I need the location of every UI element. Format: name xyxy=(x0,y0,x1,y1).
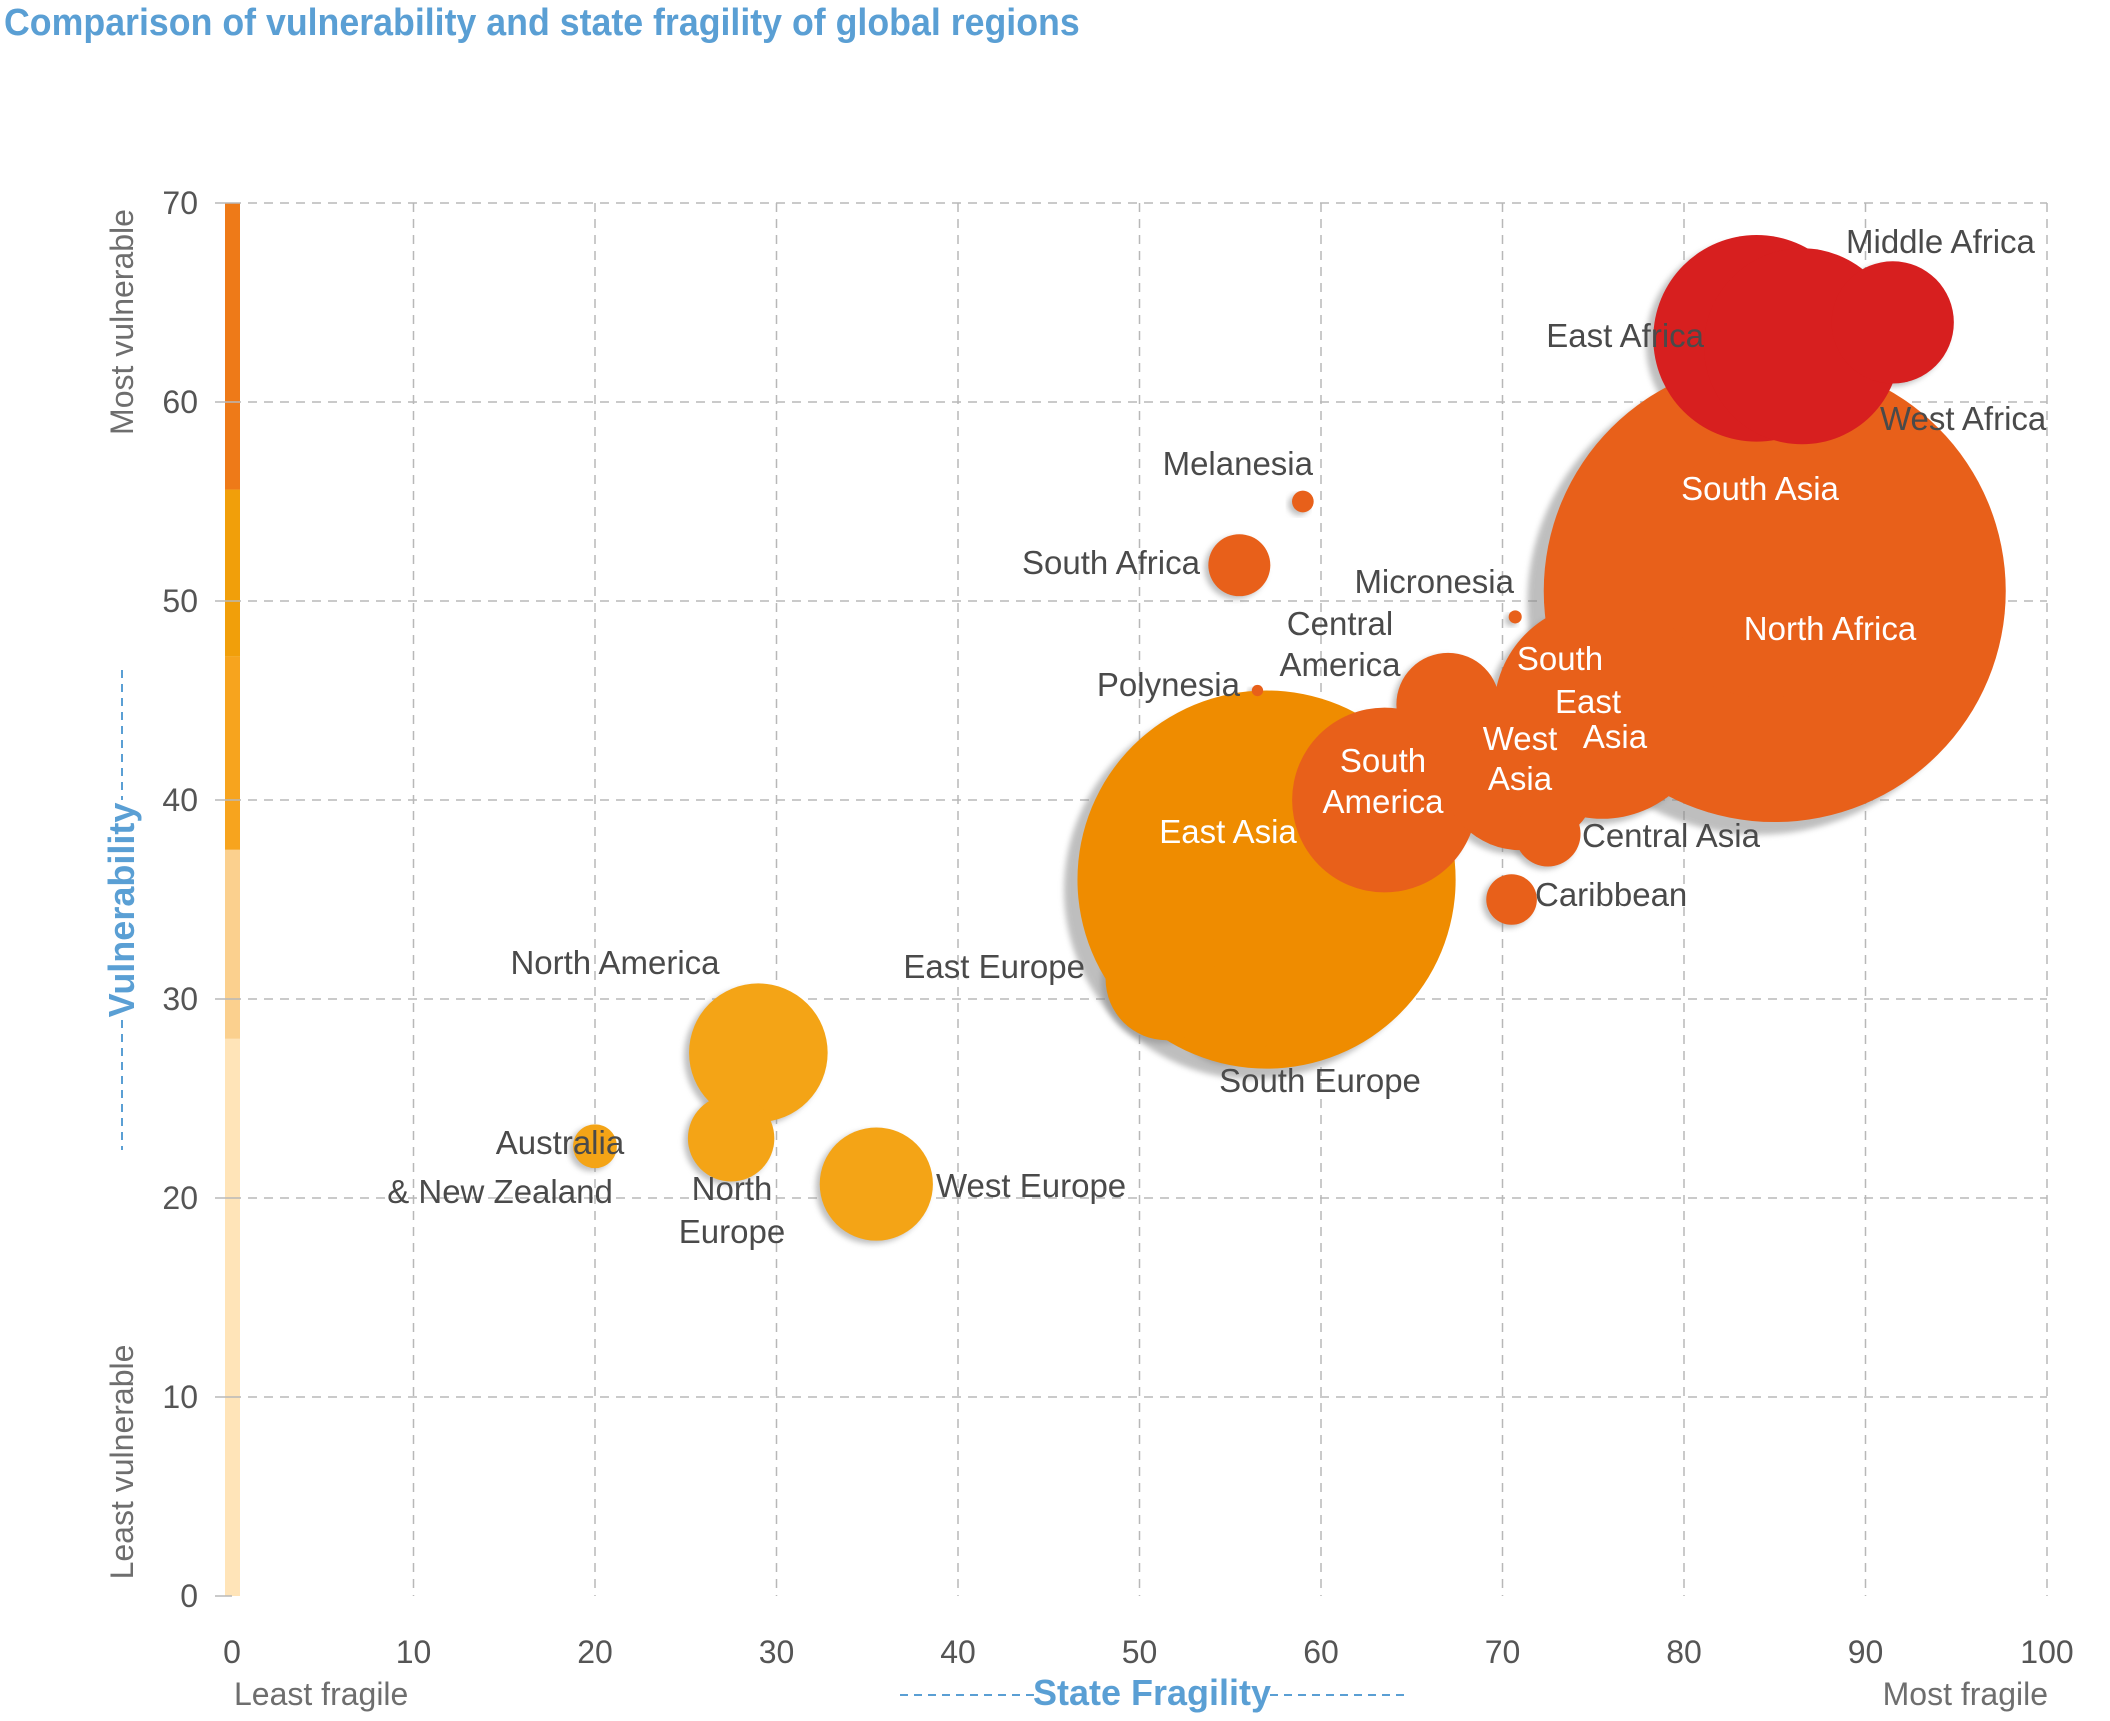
bubble-label-south-europe: South Europe xyxy=(1219,1062,1421,1099)
bubble-label-north-africa: North Africa xyxy=(1744,610,1917,647)
scale-bar-segment xyxy=(225,203,240,490)
bubble-north-america xyxy=(689,983,828,1123)
scale-bar-segment xyxy=(225,1038,240,1596)
bubble-label-australia-and-new-zealand: Australia & New Zealand xyxy=(387,1124,625,1210)
bubble-label-caribbean: Caribbean xyxy=(1535,876,1687,913)
bubble-label-west-europe: West Europe xyxy=(936,1167,1126,1204)
bubble-labels: North Africa East Asia South Asia East Afri… xyxy=(387,223,2047,1250)
bubble-label-south-east-asia: South East Asia xyxy=(1517,640,1648,755)
bubble-label-polynesia: Polynesia xyxy=(1097,666,1241,703)
x-tick-label: 20 xyxy=(577,1634,613,1670)
x-tick-label: 10 xyxy=(396,1634,432,1670)
x-low-caption: Least fragile xyxy=(234,1676,408,1712)
bubble-label-melanesia: Melanesia xyxy=(1163,445,1314,482)
bubble-label-north-america: North America xyxy=(510,944,720,981)
y-low-caption: Least vulnerable xyxy=(104,1345,140,1580)
x-tick-label: 100 xyxy=(2020,1634,2073,1670)
y-tick-label: 60 xyxy=(162,384,198,420)
bubble-label-west-asia: West Asia xyxy=(1483,720,1558,797)
bubbles xyxy=(573,235,2006,1241)
bubble-south-africa xyxy=(1208,534,1271,597)
scale-bar-segment xyxy=(225,656,240,850)
y-tick-label: 10 xyxy=(162,1379,198,1415)
bubble-label-micronesia: Micronesia xyxy=(1354,563,1514,600)
bubble-south-america xyxy=(1292,707,1477,893)
bubble-south-europe xyxy=(1181,963,1280,1062)
bubble-label-central-asia: Central Asia xyxy=(1582,817,1761,854)
bubble-label-west-africa: West Africa xyxy=(1880,400,2047,437)
bubble-north-europe xyxy=(687,1095,775,1182)
y-tick-label: 40 xyxy=(162,782,198,818)
scale-bar-segment xyxy=(225,849,240,1039)
bubble-south-asia xyxy=(1639,444,1893,698)
vulnerability-scale-bar xyxy=(225,203,240,1596)
x-tick-label: 90 xyxy=(1848,1634,1884,1670)
bubble-middle-africa xyxy=(1831,261,1954,384)
x-tick-label: 50 xyxy=(1122,1634,1158,1670)
x-tick-label: 80 xyxy=(1666,1634,1702,1670)
scale-bar-segment xyxy=(225,489,240,657)
bubble-label-middle-africa: Middle Africa xyxy=(1846,223,2036,260)
bubble-label-east-europe: East Europe xyxy=(903,948,1085,985)
bubble-central-asia xyxy=(1515,801,1581,867)
y-tick-label: 50 xyxy=(162,583,198,619)
bubble-polynesia xyxy=(1251,684,1264,697)
bubble-label-central-america: Central America xyxy=(1279,605,1401,683)
chart-title: Comparison of vulnerability and state fr… xyxy=(4,2,1080,44)
x-tick-label: 30 xyxy=(759,1634,795,1670)
bubble-central-america xyxy=(1396,652,1500,757)
x-tick-label: 70 xyxy=(1485,1634,1521,1670)
bubble-west-europe xyxy=(819,1127,933,1241)
bubble-label-south-asia: South Asia xyxy=(1681,470,1839,507)
bubble-label-east-africa: East Africa xyxy=(1546,317,1704,354)
x-high-caption: Most fragile xyxy=(1883,1676,2048,1712)
axis-titles: Least fragile Most fragile State Fragility… xyxy=(101,209,2048,1713)
x-tick-label: 40 xyxy=(940,1634,976,1670)
y-high-caption: Most vulnerable xyxy=(104,209,140,435)
y-tick-label: 70 xyxy=(162,185,198,221)
y-tick-label: 20 xyxy=(162,1180,198,1216)
bubble-label-east-asia: East Asia xyxy=(1159,813,1297,850)
y-tick-label: 0 xyxy=(180,1578,198,1614)
bubble-melanesia xyxy=(1292,490,1314,513)
bubble-label-south-america: South America xyxy=(1322,742,1444,820)
axis-ticks: 0 10 20 30 40 50 60 70 0 10 20 30 40 50 60 70 80 90 100 xyxy=(162,185,2073,1670)
bubble-micronesia xyxy=(1508,610,1522,624)
bubble-label-south-africa: South Africa xyxy=(1022,544,1201,581)
bubble-label-north-europe: North Europe xyxy=(679,1170,785,1250)
y-axis-title: Vulnerability xyxy=(101,803,142,1018)
bubble-australia-and-new-zealand xyxy=(573,1124,617,1169)
y-tick-label: 30 xyxy=(162,981,198,1017)
bubble-caribbean xyxy=(1486,874,1537,925)
x-tick-label: 0 xyxy=(223,1634,241,1670)
x-tick-label: 60 xyxy=(1303,1634,1339,1670)
x-axis-title: State Fragility xyxy=(1033,1672,1271,1713)
